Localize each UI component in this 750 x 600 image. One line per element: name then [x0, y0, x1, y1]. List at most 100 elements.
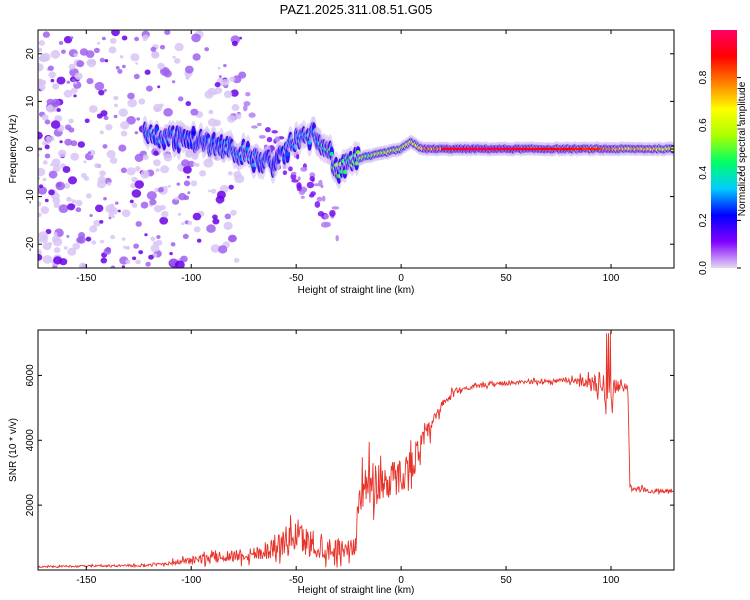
spectrogram-noise-blob: [223, 221, 233, 230]
spectrogram-scatter-blob: [291, 171, 297, 176]
spectrogram-noise-blob: [234, 174, 245, 184]
spectrogram-noise-blob: [177, 212, 182, 216]
spectrogram-noise-blob: [145, 261, 151, 267]
spectrogram-noise-blob: [68, 176, 77, 185]
spectrogram-noise-blob: [164, 185, 168, 189]
spectrogram-noise-blob: [70, 140, 78, 147]
spectrogram-noise-blob: [38, 131, 43, 140]
spectrogram-noise-blob: [44, 153, 51, 159]
spectrogram-noise-blob: [70, 36, 74, 40]
spectrogram-noise-blob: [229, 76, 236, 82]
spectrogram-scatter-blob: [321, 195, 326, 202]
spectrogram-noise-blob: [120, 130, 128, 137]
ridge-peak: [596, 147, 602, 151]
spectrogram-noise-blob: [174, 58, 181, 64]
spectrogram-noise-blob: [84, 118, 90, 124]
spectrogram-noise-blob: [122, 64, 126, 69]
spectrogram-scatter-blob: [331, 206, 340, 210]
spectrogram-noise-blob: [192, 212, 202, 221]
spectrogram-noise-blob: [135, 62, 139, 65]
spectrogram-noise-blob: [233, 257, 240, 263]
snr-x-tick-label: -100: [181, 575, 201, 586]
spectrogram-noise-blob: [38, 78, 43, 82]
spectrogram-noise-blob: [46, 104, 56, 113]
spectrogram-noise-blob: [121, 209, 131, 218]
spectrogram-noise-blob: [152, 241, 157, 245]
spectrogram-noise-blob: [227, 234, 237, 243]
colorbar-gradient: [711, 30, 737, 268]
spectrogram-noise-blob: [221, 78, 230, 86]
spectrogram-noise-blob: [123, 245, 127, 249]
spectrogram-noise-blob: [48, 242, 53, 246]
spectrogram-x-axis-title: Height of straight line (km): [298, 285, 415, 296]
snr-y-axis-title: SNR (10 * v/v): [8, 418, 19, 482]
spectrogram-noise-blob: [159, 216, 169, 225]
spectrogram-noise-blob: [58, 149, 67, 158]
colorbar-label: Normalized spectral amplitude: [737, 81, 748, 216]
spectrogram-noise-blob: [94, 81, 105, 91]
spectrogram-noise-blob: [218, 245, 228, 254]
spectrogram-noise-blob: [67, 247, 77, 256]
snr-y-tick-label: 4000: [25, 429, 36, 452]
spectrogram-scatter-blob: [290, 173, 297, 181]
spectrogram-noise-blob: [85, 236, 92, 242]
spectrogram-noise-blob: [157, 85, 161, 89]
spectrogram-noise-blob: [138, 98, 146, 105]
spectrogram-noise-blob: [218, 75, 222, 78]
spectrogram-noise-blob: [127, 98, 137, 108]
spectrogram-noise-blob: [132, 256, 137, 261]
spectrogram-noise-blob: [89, 214, 93, 217]
spectrogram-noise-blob: [63, 183, 70, 189]
spectrogram-noise-blob: [144, 233, 148, 237]
spectrogram-noise-blob: [131, 202, 138, 208]
spectrogram-x-tick-label: 0: [398, 273, 404, 284]
spectrogram-marks: [38, 30, 674, 268]
spectrogram-noise-blob: [160, 165, 170, 174]
spectrogram-noise-blob: [106, 150, 116, 159]
spectrogram-x-tick-label: -100: [181, 273, 201, 284]
spectrogram-noise-blob: [73, 94, 77, 98]
spectrogram-noise-blob: [38, 186, 47, 195]
spectrogram-noise-blob: [174, 197, 179, 201]
snr-x-axis-title: Height of straight line (km): [298, 585, 415, 596]
spectrogram-noise-blob: [53, 247, 61, 254]
spectrogram-noise-blob: [96, 180, 107, 189]
spectrogram-noise-blob: [178, 96, 184, 102]
spectrogram-y-axis-title: Frequency (Hz): [8, 115, 19, 184]
spectrogram-scatter-blob: [256, 122, 262, 127]
spectrogram-noise-blob: [170, 242, 176, 247]
spectrogram-noise-blob: [190, 180, 198, 187]
spectrogram-noise-blob: [64, 138, 73, 146]
spectrogram-noise-blob: [134, 180, 144, 189]
spectrogram-noise-blob: [136, 117, 140, 121]
spectrogram-noise-blob: [70, 152, 80, 161]
spectrogram-scatter-blob: [300, 195, 305, 199]
spectrogram-noise-blob: [93, 47, 100, 54]
spectrogram-noise-blob: [40, 206, 50, 215]
spectrogram-noise-blob: [224, 213, 231, 220]
spectrogram-noise-blob: [119, 55, 124, 59]
spectrogram-x-tick-label: -150: [76, 273, 96, 284]
spectrogram-noise-blob: [187, 191, 191, 195]
spectrogram-noise-blob: [42, 31, 51, 38]
spectrogram-noise-blob: [52, 237, 63, 247]
spectrogram-noise-blob: [99, 170, 106, 177]
spectrogram-scatter-blob: [316, 196, 323, 202]
spectrogram-noise-blob: [217, 66, 221, 70]
spectrogram-noise-blob: [78, 232, 86, 239]
spectrogram-noise-blob: [115, 66, 120, 70]
spectrogram-noise-blob: [146, 85, 153, 92]
spectrogram-noise-blob: [127, 92, 135, 100]
spectrogram-noise-blob: [53, 256, 63, 265]
spectrogram-noise-blob: [193, 226, 201, 233]
spectrogram-noise-blob: [50, 49, 61, 59]
spectrogram-noise-blob: [130, 53, 140, 62]
spectrogram-noise-blob: [39, 235, 49, 243]
spectrogram-noise-blob: [208, 189, 212, 193]
spectrogram-noise-blob: [80, 172, 87, 179]
spectrogram-noise-blob: [129, 199, 134, 204]
spectrogram-noise-blob: [113, 103, 119, 108]
spectrogram-noise-blob: [149, 198, 157, 206]
spectrogram-noise-blob: [181, 159, 190, 167]
